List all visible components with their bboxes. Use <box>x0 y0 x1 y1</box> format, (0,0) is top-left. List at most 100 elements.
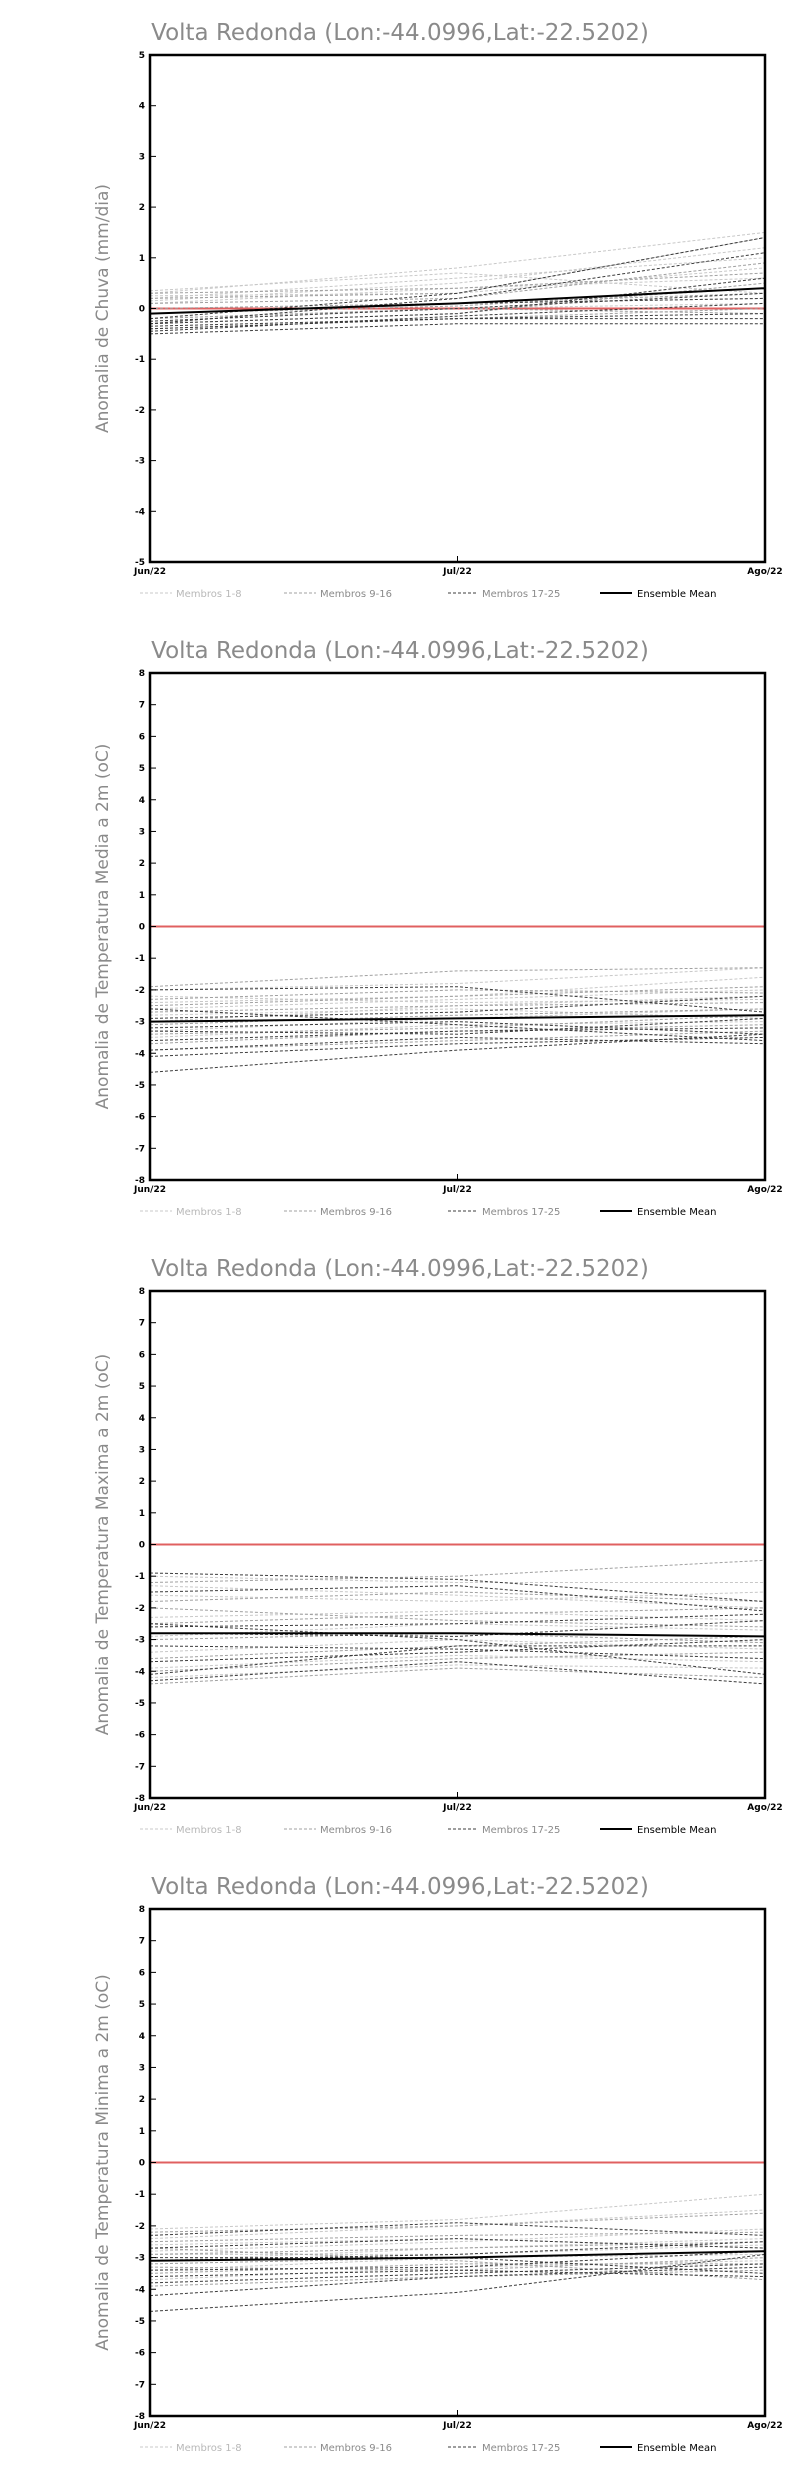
y-tick-label: 0 <box>139 2159 145 2169</box>
y-tick-label: 5 <box>139 1382 145 1392</box>
member-line <box>149 995 766 1019</box>
y-tick-label: -4 <box>135 1667 145 1677</box>
y-tick-label: -7 <box>135 2380 145 2390</box>
member-line <box>149 2250 766 2271</box>
series-group <box>149 2161 766 2312</box>
member-line <box>149 1030 766 1051</box>
y-tick-label: -5 <box>135 1699 145 1709</box>
member-line <box>149 2269 766 2278</box>
y-tick-label: -7 <box>135 1144 145 1154</box>
member-line <box>149 2222 766 2236</box>
y-tick-label: 6 <box>139 1968 145 1978</box>
member-line <box>149 1654 766 1669</box>
member-line <box>149 1623 766 1675</box>
y-tick-label: -3 <box>135 1018 145 1028</box>
member-line <box>149 2212 766 2233</box>
y-tick-label: 5 <box>139 2000 145 2010</box>
y-tick-label: 8 <box>139 1287 145 1297</box>
member-line <box>149 995 766 1004</box>
x-tick-label: Jul/22 <box>442 567 472 577</box>
y-tick-label: 1 <box>139 2127 145 2137</box>
y-tick-label: 2 <box>139 203 145 213</box>
y-tick-label: -6 <box>135 1731 145 1741</box>
member-line <box>149 1036 766 1051</box>
x-tick-label: Jul/22 <box>442 1803 472 1813</box>
member-line <box>149 323 765 335</box>
member-line <box>149 1664 766 1679</box>
x-tick-label: Jun/22 <box>133 2421 166 2431</box>
member-line <box>149 1017 766 1035</box>
y-tick-label: -5 <box>135 1081 145 1091</box>
chart-panel: Volta Redonda (Lon:-44.0996,Lat:-22.5202… <box>0 1854 800 2472</box>
y-tick-label: 0 <box>139 923 145 933</box>
y-tick-label: -4 <box>135 2285 145 2295</box>
member-line <box>149 967 766 988</box>
y-tick-label: -3 <box>135 2254 145 2264</box>
y-axis-label: Anomalia de Chuva (mm/dia) <box>93 184 113 433</box>
x-tick-label: Jun/22 <box>133 1803 166 1813</box>
y-tick-label: 1 <box>139 891 145 901</box>
legend-label: Ensemble Mean <box>637 589 716 600</box>
member-line <box>149 313 766 327</box>
y-tick-label: 5 <box>139 764 145 774</box>
member-line <box>149 1575 765 1583</box>
legend-label: Membros 9-16 <box>320 2443 392 2454</box>
member-line <box>149 1667 766 1685</box>
member-line <box>149 262 766 304</box>
member-line <box>149 2266 766 2297</box>
chart-panel: Volta Redonda (Lon:-44.0996,Lat:-22.5202… <box>0 1236 800 1854</box>
chart-panel: Volta Redonda (Lon:-44.0996,Lat:-22.5202… <box>0 618 800 1236</box>
y-tick-label: 7 <box>139 1319 145 1329</box>
y-tick-label: 7 <box>139 1937 145 1947</box>
legend-label: Membros 9-16 <box>320 589 392 600</box>
member-line <box>149 1591 766 1602</box>
y-tick-label: 2 <box>139 859 145 869</box>
member-line <box>149 277 766 325</box>
y-tick-label: 4 <box>139 102 145 112</box>
y-tick-label: -1 <box>135 2190 145 2200</box>
y-axis-label: Anomalia de Temperatura Media a 2m (oC) <box>93 744 113 1110</box>
chart-title: Volta Redonda (Lon:-44.0996,Lat:-22.5202… <box>151 20 649 46</box>
chart-svg: Volta Redonda (Lon:-44.0996,Lat:-22.5202… <box>93 638 783 1218</box>
y-tick-label: 3 <box>139 2063 145 2073</box>
legend-label: Membros 9-16 <box>320 1825 392 1836</box>
y-tick-label: -2 <box>135 406 145 416</box>
member-line <box>149 1021 766 1038</box>
y-tick-label: -4 <box>135 1049 145 1059</box>
member-line <box>149 2231 766 2243</box>
member-line <box>149 986 766 1013</box>
y-tick-label: -2 <box>135 986 145 996</box>
y-tick-label: 0 <box>139 1541 145 1551</box>
y-tick-label: 6 <box>139 732 145 742</box>
member-line <box>149 1572 766 1602</box>
member-line <box>149 2269 766 2287</box>
member-line <box>149 1651 766 1672</box>
y-tick-label: 5 <box>139 51 145 61</box>
y-tick-label: 3 <box>139 1445 145 1455</box>
member-line <box>149 1021 766 1035</box>
x-tick-label: Ago/22 <box>747 567 782 577</box>
y-tick-label: 1 <box>139 1509 145 1519</box>
member-line <box>149 989 766 1000</box>
legend-label: Membros 17-25 <box>482 589 560 600</box>
y-tick-label: -3 <box>135 1636 145 1646</box>
member-line <box>149 272 766 294</box>
legend-label: Membros 1-8 <box>176 1207 242 1218</box>
member-line <box>149 2238 766 2249</box>
y-tick-label: -8 <box>135 2412 145 2422</box>
y-tick-label: 0 <box>139 305 145 315</box>
member-line <box>149 1607 766 1625</box>
legend-label: Membros 1-8 <box>176 2443 242 2454</box>
member-line <box>149 1645 765 1675</box>
member-line <box>149 967 766 991</box>
chart-title: Volta Redonda (Lon:-44.0996,Lat:-22.5202… <box>151 1874 649 1900</box>
member-line <box>149 1027 766 1042</box>
ensemble-mean-line <box>150 1632 766 1638</box>
chart-panel: Volta Redonda (Lon:-44.0996,Lat:-22.5202… <box>0 0 800 618</box>
x-tick-label: Ago/22 <box>747 2421 782 2431</box>
chart-title: Volta Redonda (Lon:-44.0996,Lat:-22.5202… <box>151 1256 649 1282</box>
y-tick-label: 3 <box>139 827 145 837</box>
legend-label: Membros 17-25 <box>482 1825 560 1836</box>
x-tick-label: Jul/22 <box>442 2421 472 2431</box>
